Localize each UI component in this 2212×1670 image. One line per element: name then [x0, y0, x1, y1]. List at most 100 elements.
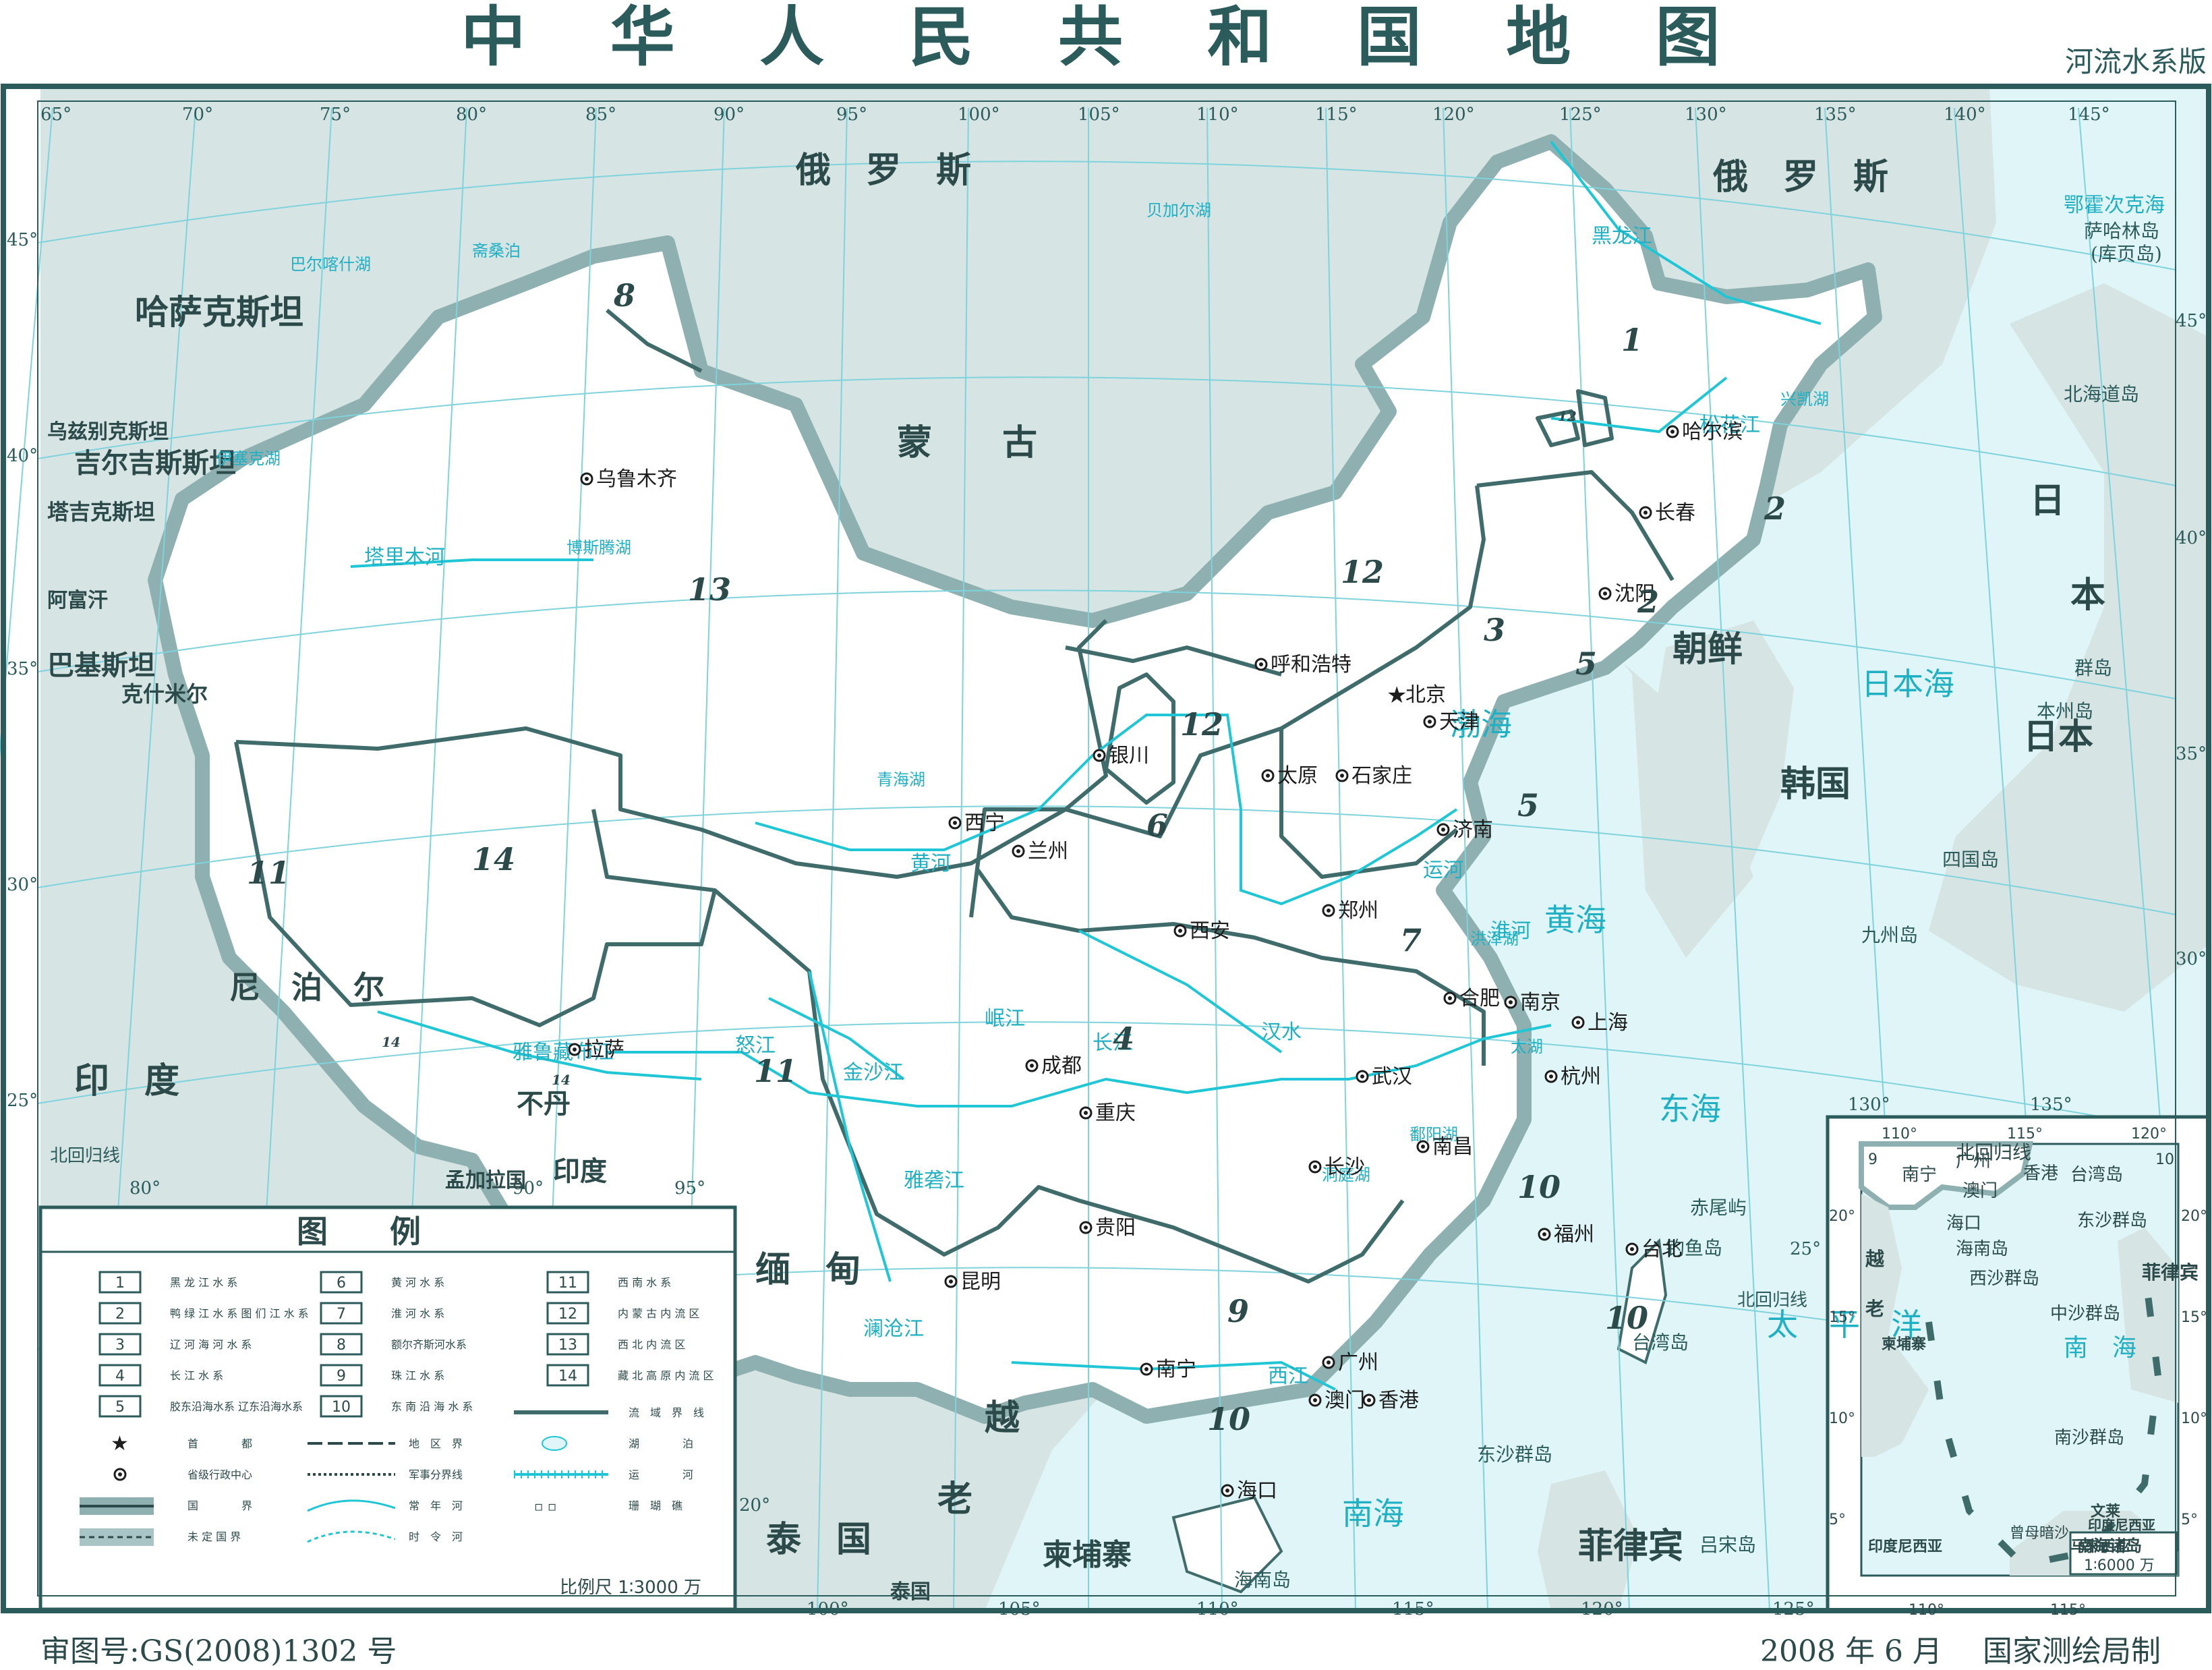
tropic-label: 北回归线 — [50, 1146, 120, 1166]
city-label: 贵阳 — [1095, 1216, 1136, 1240]
inset-land — [1859, 1141, 2034, 1210]
inset-cambodia: 柬埔寨 — [1882, 1335, 1926, 1353]
lon-label: 90° — [513, 1178, 544, 1199]
country-kyrgyzstan: 吉尔吉斯斯坦 — [74, 447, 236, 479]
lon-label: 135° — [2030, 1095, 2072, 1115]
river-jinsha: 金沙江 — [843, 1061, 904, 1085]
legend-number-box — [320, 1271, 363, 1294]
city-label: 沈阳 — [1614, 582, 1655, 606]
map-title: 中 华 人 民 共 和 国 地 图 — [461, 0, 1751, 75]
basin-number: 5 — [1575, 645, 1597, 682]
lon-label: 125° — [1772, 1599, 1815, 1619]
city-marker-dot — [1266, 774, 1270, 778]
city-label: 昆明 — [960, 1270, 1001, 1294]
city-marker-dot — [1313, 1165, 1317, 1169]
lat-label: 45° — [7, 230, 38, 250]
inset-lon: 110° — [1909, 1602, 1944, 1619]
legend-number-box — [98, 1395, 142, 1418]
city-marker-dot — [1016, 849, 1020, 853]
lon-label: 105° — [1078, 105, 1120, 125]
city-marker-dot — [1670, 430, 1675, 434]
country-bangladesh: 孟加拉国 — [445, 1169, 526, 1192]
basin-number: 6 — [1146, 807, 1168, 844]
lon-label: 125° — [1559, 105, 1602, 125]
basin-number: 2 — [1764, 490, 1786, 527]
city-marker-dot — [1549, 1074, 1553, 1078]
lon-label: 120° — [1432, 105, 1475, 125]
legend-symbol-label: 珊 瑚 礁 — [629, 1499, 682, 1512]
legend-number: 6 — [337, 1275, 346, 1292]
river-minjiang: 岷江 — [985, 1007, 1025, 1031]
legend-box — [38, 1205, 737, 1611]
legend-number-box — [320, 1395, 363, 1418]
lon-label: 95° — [836, 105, 867, 125]
legend-number-box — [98, 1302, 142, 1325]
country-afghanistan: 阿富汗 — [47, 589, 108, 612]
city-label: 兰州 — [1028, 840, 1068, 863]
inset-title: 南海诸岛 — [2077, 1536, 2142, 1555]
river-tarim: 塔里木河 — [364, 546, 445, 569]
legend-label: 西 南 水 系 — [618, 1276, 671, 1289]
basin-number: 10 — [1605, 1300, 1648, 1336]
legend-symbol-label: 国 界 — [187, 1499, 252, 1512]
map-subtitle: 河流水系版 — [2064, 45, 2207, 78]
rivers — [350, 140, 1822, 1391]
legend-symbol-label: 地 区 界 — [409, 1437, 463, 1450]
city-marker-dot — [1360, 1074, 1364, 1078]
legend-label: 藏 北 高 原 内 流 区 — [618, 1369, 714, 1382]
river-lancang: 澜沧江 — [863, 1317, 924, 1341]
basin-boundaries — [234, 308, 1675, 1284]
philippines-land — [1538, 1470, 1639, 1611]
city-marker-dot — [1259, 662, 1263, 666]
country-japan-n: 日 — [2030, 480, 2065, 521]
svg-text:★: ★ — [111, 1432, 129, 1456]
city-marker-dot — [1630, 1247, 1634, 1251]
sea-bohai: 渤海 — [1450, 706, 1512, 743]
inset-malaysia: 马来西亚 — [2070, 1538, 2130, 1555]
inset-lon: 115° — [2007, 1126, 2043, 1143]
city-label: 长沙 — [1325, 1155, 1365, 1179]
legend-number: 10 — [332, 1399, 351, 1416]
inset-lat: 5° — [1829, 1511, 1846, 1528]
lon-label: 90° — [714, 105, 745, 125]
river-yalong: 雅砻江 — [904, 1169, 964, 1192]
lake-qinghai: 青海湖 — [877, 770, 925, 789]
inset-taiwan: 台湾岛 — [2070, 1165, 2123, 1185]
country-philippines: 菲律宾 — [1578, 1526, 1683, 1567]
legend-number: 3 — [115, 1337, 125, 1354]
city-label: 重庆 — [1095, 1101, 1136, 1125]
lat-label: 20° — [739, 1495, 770, 1516]
approval-number: 审图号:GS(2008)1302 号 — [40, 1634, 397, 1669]
svg-text:▫ ▫: ▫ ▫ — [534, 1498, 556, 1514]
city-label: 南宁 — [1156, 1358, 1196, 1381]
lat-label: 30° — [7, 875, 38, 895]
legend-label: 辽 河 海 河 水 系 — [170, 1338, 252, 1351]
city-marker-dot — [1509, 1000, 1513, 1004]
basin-number: 12 — [1180, 706, 1223, 743]
legend-title: 图 例 — [297, 1213, 421, 1250]
river-huaihe: 淮河 — [1490, 919, 1531, 943]
legend-number: 7 — [337, 1306, 346, 1323]
legend-number: 2 — [115, 1306, 125, 1323]
inset-yuenan: 越 — [1865, 1248, 1885, 1270]
city-label: 成都 — [1041, 1054, 1082, 1078]
basin-number: 4 — [1113, 1020, 1134, 1057]
inset-hainan: 海南岛 — [1956, 1239, 2008, 1259]
lake-taihu: 太湖 — [1511, 1037, 1543, 1056]
legend-label: 胶东沿海水系 辽东沿海水系 — [170, 1400, 303, 1413]
city-label: 杭州 — [1561, 1065, 1601, 1089]
undetermined-border-icon — [80, 1528, 154, 1546]
city-label: 广州 — [1338, 1351, 1378, 1375]
legend-symbol-label: 湖 泊 — [629, 1437, 693, 1450]
basin-number: 14 — [472, 841, 515, 877]
korea-land — [1646, 621, 1794, 890]
city-label: 天津 — [1439, 710, 1480, 734]
city-marker-dot — [1144, 1367, 1148, 1371]
hainan-label: 海南岛 — [1234, 1569, 1291, 1591]
country-mongolia: 蒙 古 — [897, 422, 1037, 463]
city-marker-dot — [585, 477, 589, 481]
legend-symbol-label: 未 定 国 界 — [187, 1530, 241, 1543]
lake-dongting: 洞庭湖 — [1322, 1165, 1370, 1184]
sea-okhotsk: 鄂霍次克海 — [2064, 194, 2165, 217]
